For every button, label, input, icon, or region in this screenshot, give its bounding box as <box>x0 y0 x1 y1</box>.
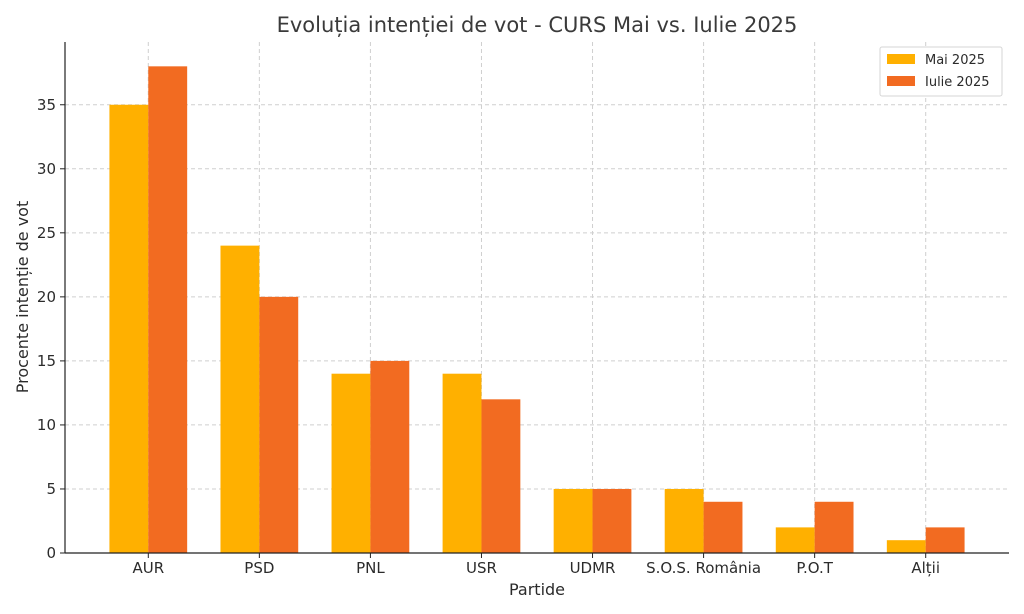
y-tick-label: 35 <box>37 96 56 114</box>
bar-iulie-pnl <box>370 360 410 553</box>
x-axis-label: Partide <box>509 580 565 599</box>
bar-iulie-usr <box>481 399 521 553</box>
x-tick-label: Alții <box>911 559 940 577</box>
bar-mai-al-ii <box>886 540 926 553</box>
y-tick-label: 0 <box>46 544 56 562</box>
bar-mai-aur <box>109 104 149 553</box>
bar-iulie-udmr <box>592 488 632 553</box>
bar-iulie-p-o-t <box>814 501 854 553</box>
bar-mai-s-o-s-rom-nia <box>664 488 704 553</box>
bar-mai-udmr <box>553 488 593 553</box>
x-tick-label: P.O.T <box>796 559 833 577</box>
y-ticks: 0 5 10 15 20 25 30 35 <box>37 96 65 562</box>
bar-mai-usr <box>442 373 482 553</box>
y-tick-label: 15 <box>37 352 56 370</box>
x-tick-label: PSD <box>244 559 274 577</box>
legend-label-iulie: Iulie 2025 <box>925 75 990 90</box>
y-tick-label: 25 <box>37 224 56 242</box>
bar-iulie-aur <box>148 66 188 553</box>
y-tick-label: 10 <box>37 416 56 434</box>
grid-lines <box>65 42 1009 553</box>
y-tick-label: 5 <box>46 480 56 498</box>
y-tick-label: 30 <box>37 160 56 178</box>
chart-title: Evoluția intenției de vot - CURS Mai vs.… <box>277 13 798 37</box>
x-tick-label: PNL <box>356 559 385 577</box>
bar-mai-pnl <box>331 373 371 553</box>
y-axis-label: Procente intenție de vot <box>13 201 32 393</box>
bars <box>109 66 965 553</box>
bar-iulie-psd <box>259 296 299 553</box>
legend-swatch-iulie <box>887 76 915 86</box>
x-tick-label: UDMR <box>570 559 616 577</box>
x-ticks: AUR PSD PNL USR UDMR S.O.S. România P.O.T Alții <box>132 553 940 577</box>
bar-mai-psd <box>220 245 260 553</box>
legend-label-mai: Mai 2025 <box>925 53 985 68</box>
y-tick-label: 20 <box>37 288 56 306</box>
legend-swatch-mai <box>887 54 915 64</box>
bar-mai-p-o-t <box>775 527 815 553</box>
x-tick-label: S.O.S. România <box>646 559 761 577</box>
x-tick-label: USR <box>466 559 497 577</box>
legend: Mai 2025 Iulie 2025 <box>879 46 1003 97</box>
bar-iulie-s-o-s-rom-nia <box>703 501 743 553</box>
x-tick-label: AUR <box>132 559 164 577</box>
axes <box>64 42 1009 554</box>
bar-iulie-al-ii <box>925 527 965 553</box>
